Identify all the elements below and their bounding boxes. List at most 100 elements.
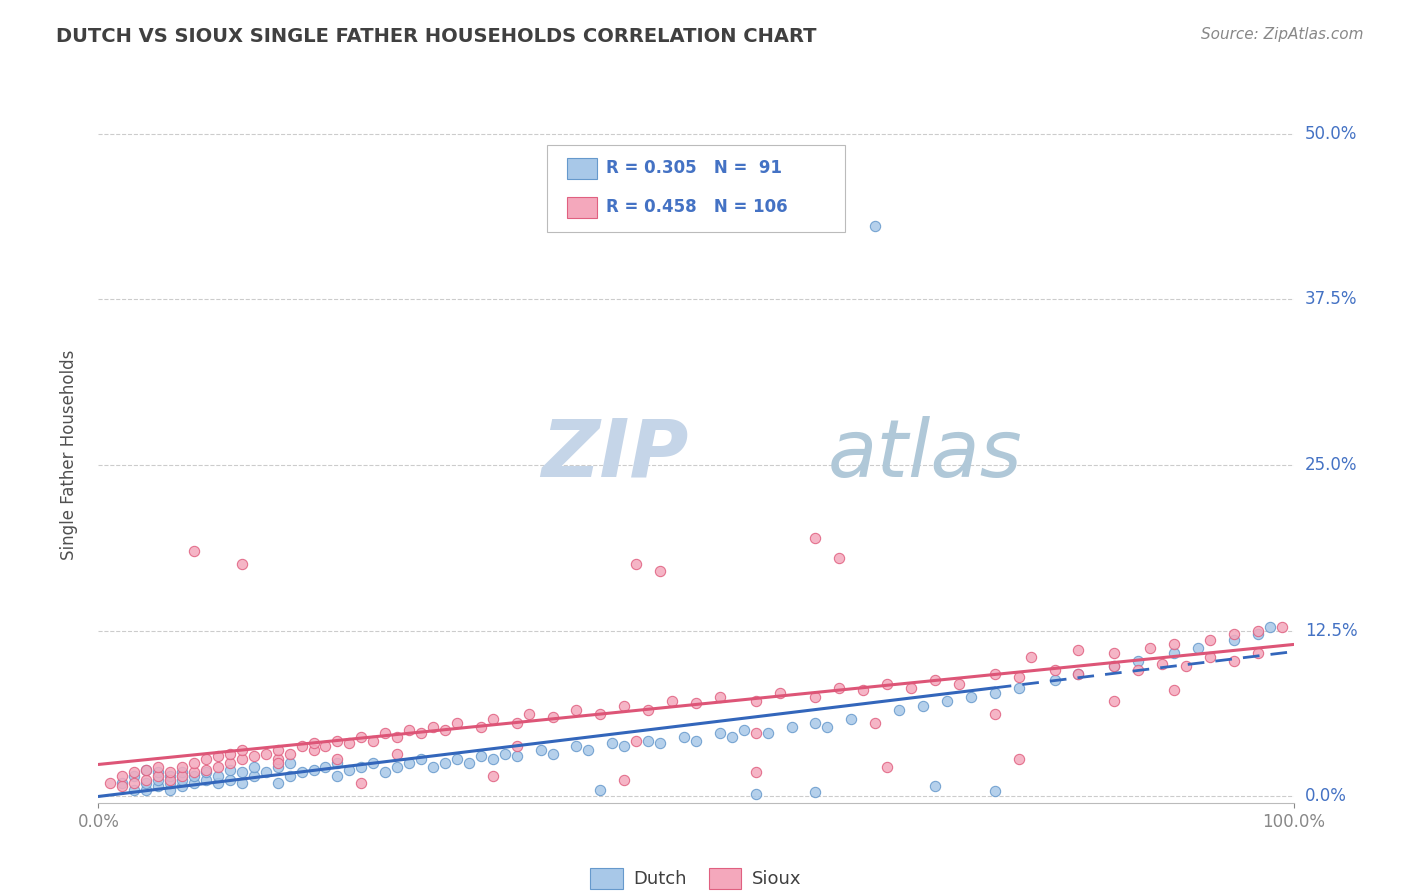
Point xyxy=(839,712,862,726)
Point xyxy=(948,676,970,690)
Point xyxy=(648,736,672,750)
Point xyxy=(661,694,683,708)
Point xyxy=(565,703,588,717)
Point xyxy=(98,776,122,790)
Point xyxy=(481,769,505,783)
Point xyxy=(194,752,217,766)
Point xyxy=(1043,673,1066,687)
Point xyxy=(302,763,325,777)
Point xyxy=(326,769,349,783)
Point xyxy=(673,730,696,744)
Point xyxy=(243,769,266,783)
Text: 25.0%: 25.0% xyxy=(1305,456,1357,474)
Point xyxy=(983,686,1005,700)
Point xyxy=(219,756,242,770)
Point xyxy=(481,712,505,726)
Point xyxy=(350,760,373,774)
Point xyxy=(194,763,217,777)
Point xyxy=(517,706,540,721)
Point xyxy=(243,749,266,764)
Point xyxy=(1128,654,1150,668)
Point xyxy=(1163,683,1185,698)
Point xyxy=(326,733,349,747)
Point xyxy=(148,765,170,780)
Point xyxy=(648,564,672,578)
Point xyxy=(709,725,731,739)
Text: R = 0.305   N =  91: R = 0.305 N = 91 xyxy=(606,159,782,177)
Point xyxy=(135,776,157,790)
Point xyxy=(398,756,420,770)
Point xyxy=(1007,670,1029,684)
Point xyxy=(1258,619,1281,633)
Point xyxy=(576,743,599,757)
Point xyxy=(267,743,290,757)
Point xyxy=(159,782,181,797)
Point xyxy=(183,776,205,790)
Point xyxy=(267,756,290,770)
Point xyxy=(411,752,433,766)
Point xyxy=(243,760,266,774)
Point xyxy=(983,706,1005,721)
Point xyxy=(1102,659,1125,673)
Point xyxy=(194,765,217,780)
Point xyxy=(148,760,170,774)
Point xyxy=(159,776,181,790)
Point xyxy=(148,779,170,793)
Text: 50.0%: 50.0% xyxy=(1305,125,1357,143)
Point xyxy=(959,690,981,704)
Point xyxy=(433,723,456,737)
Point xyxy=(363,756,385,770)
Point xyxy=(124,769,146,783)
Point xyxy=(685,733,707,747)
Point xyxy=(290,739,312,753)
Point xyxy=(254,765,277,780)
Point xyxy=(1175,659,1198,673)
Point xyxy=(278,756,301,770)
Point xyxy=(148,773,170,788)
Point xyxy=(1222,632,1246,647)
Point xyxy=(780,720,803,734)
Legend: Dutch, Sioux: Dutch, Sioux xyxy=(583,861,808,892)
Text: 0.0%: 0.0% xyxy=(1305,787,1347,805)
Point xyxy=(924,673,946,687)
Point xyxy=(1067,667,1090,681)
Text: 12.5%: 12.5% xyxy=(1305,622,1357,640)
Point xyxy=(159,769,181,783)
Point xyxy=(768,686,790,700)
Point xyxy=(159,765,181,780)
Point xyxy=(124,782,146,797)
Point xyxy=(124,776,146,790)
Point xyxy=(254,747,277,761)
Point xyxy=(315,760,337,774)
Point xyxy=(589,782,612,797)
Point xyxy=(148,769,170,783)
Point xyxy=(267,776,290,790)
Point xyxy=(983,667,1005,681)
Point xyxy=(804,690,827,704)
Point xyxy=(219,763,242,777)
Point xyxy=(624,558,647,572)
Point xyxy=(1019,650,1042,665)
Point xyxy=(231,776,253,790)
Text: atlas: atlas xyxy=(827,416,1022,494)
Point xyxy=(398,723,420,737)
Point xyxy=(385,730,409,744)
Point xyxy=(422,720,444,734)
Point xyxy=(541,747,564,761)
Point xyxy=(852,683,875,698)
Point xyxy=(911,699,934,714)
Bar xyxy=(567,158,596,178)
Point xyxy=(1198,650,1220,665)
Point xyxy=(219,747,242,761)
Point xyxy=(231,743,253,757)
Point xyxy=(745,725,768,739)
Point xyxy=(172,765,194,780)
Point xyxy=(983,784,1005,798)
Point xyxy=(589,706,612,721)
Text: ZIP: ZIP xyxy=(540,416,688,494)
Point xyxy=(1067,667,1090,681)
Point xyxy=(183,769,205,783)
Point xyxy=(637,703,659,717)
Point xyxy=(446,716,468,731)
Point xyxy=(135,763,157,777)
